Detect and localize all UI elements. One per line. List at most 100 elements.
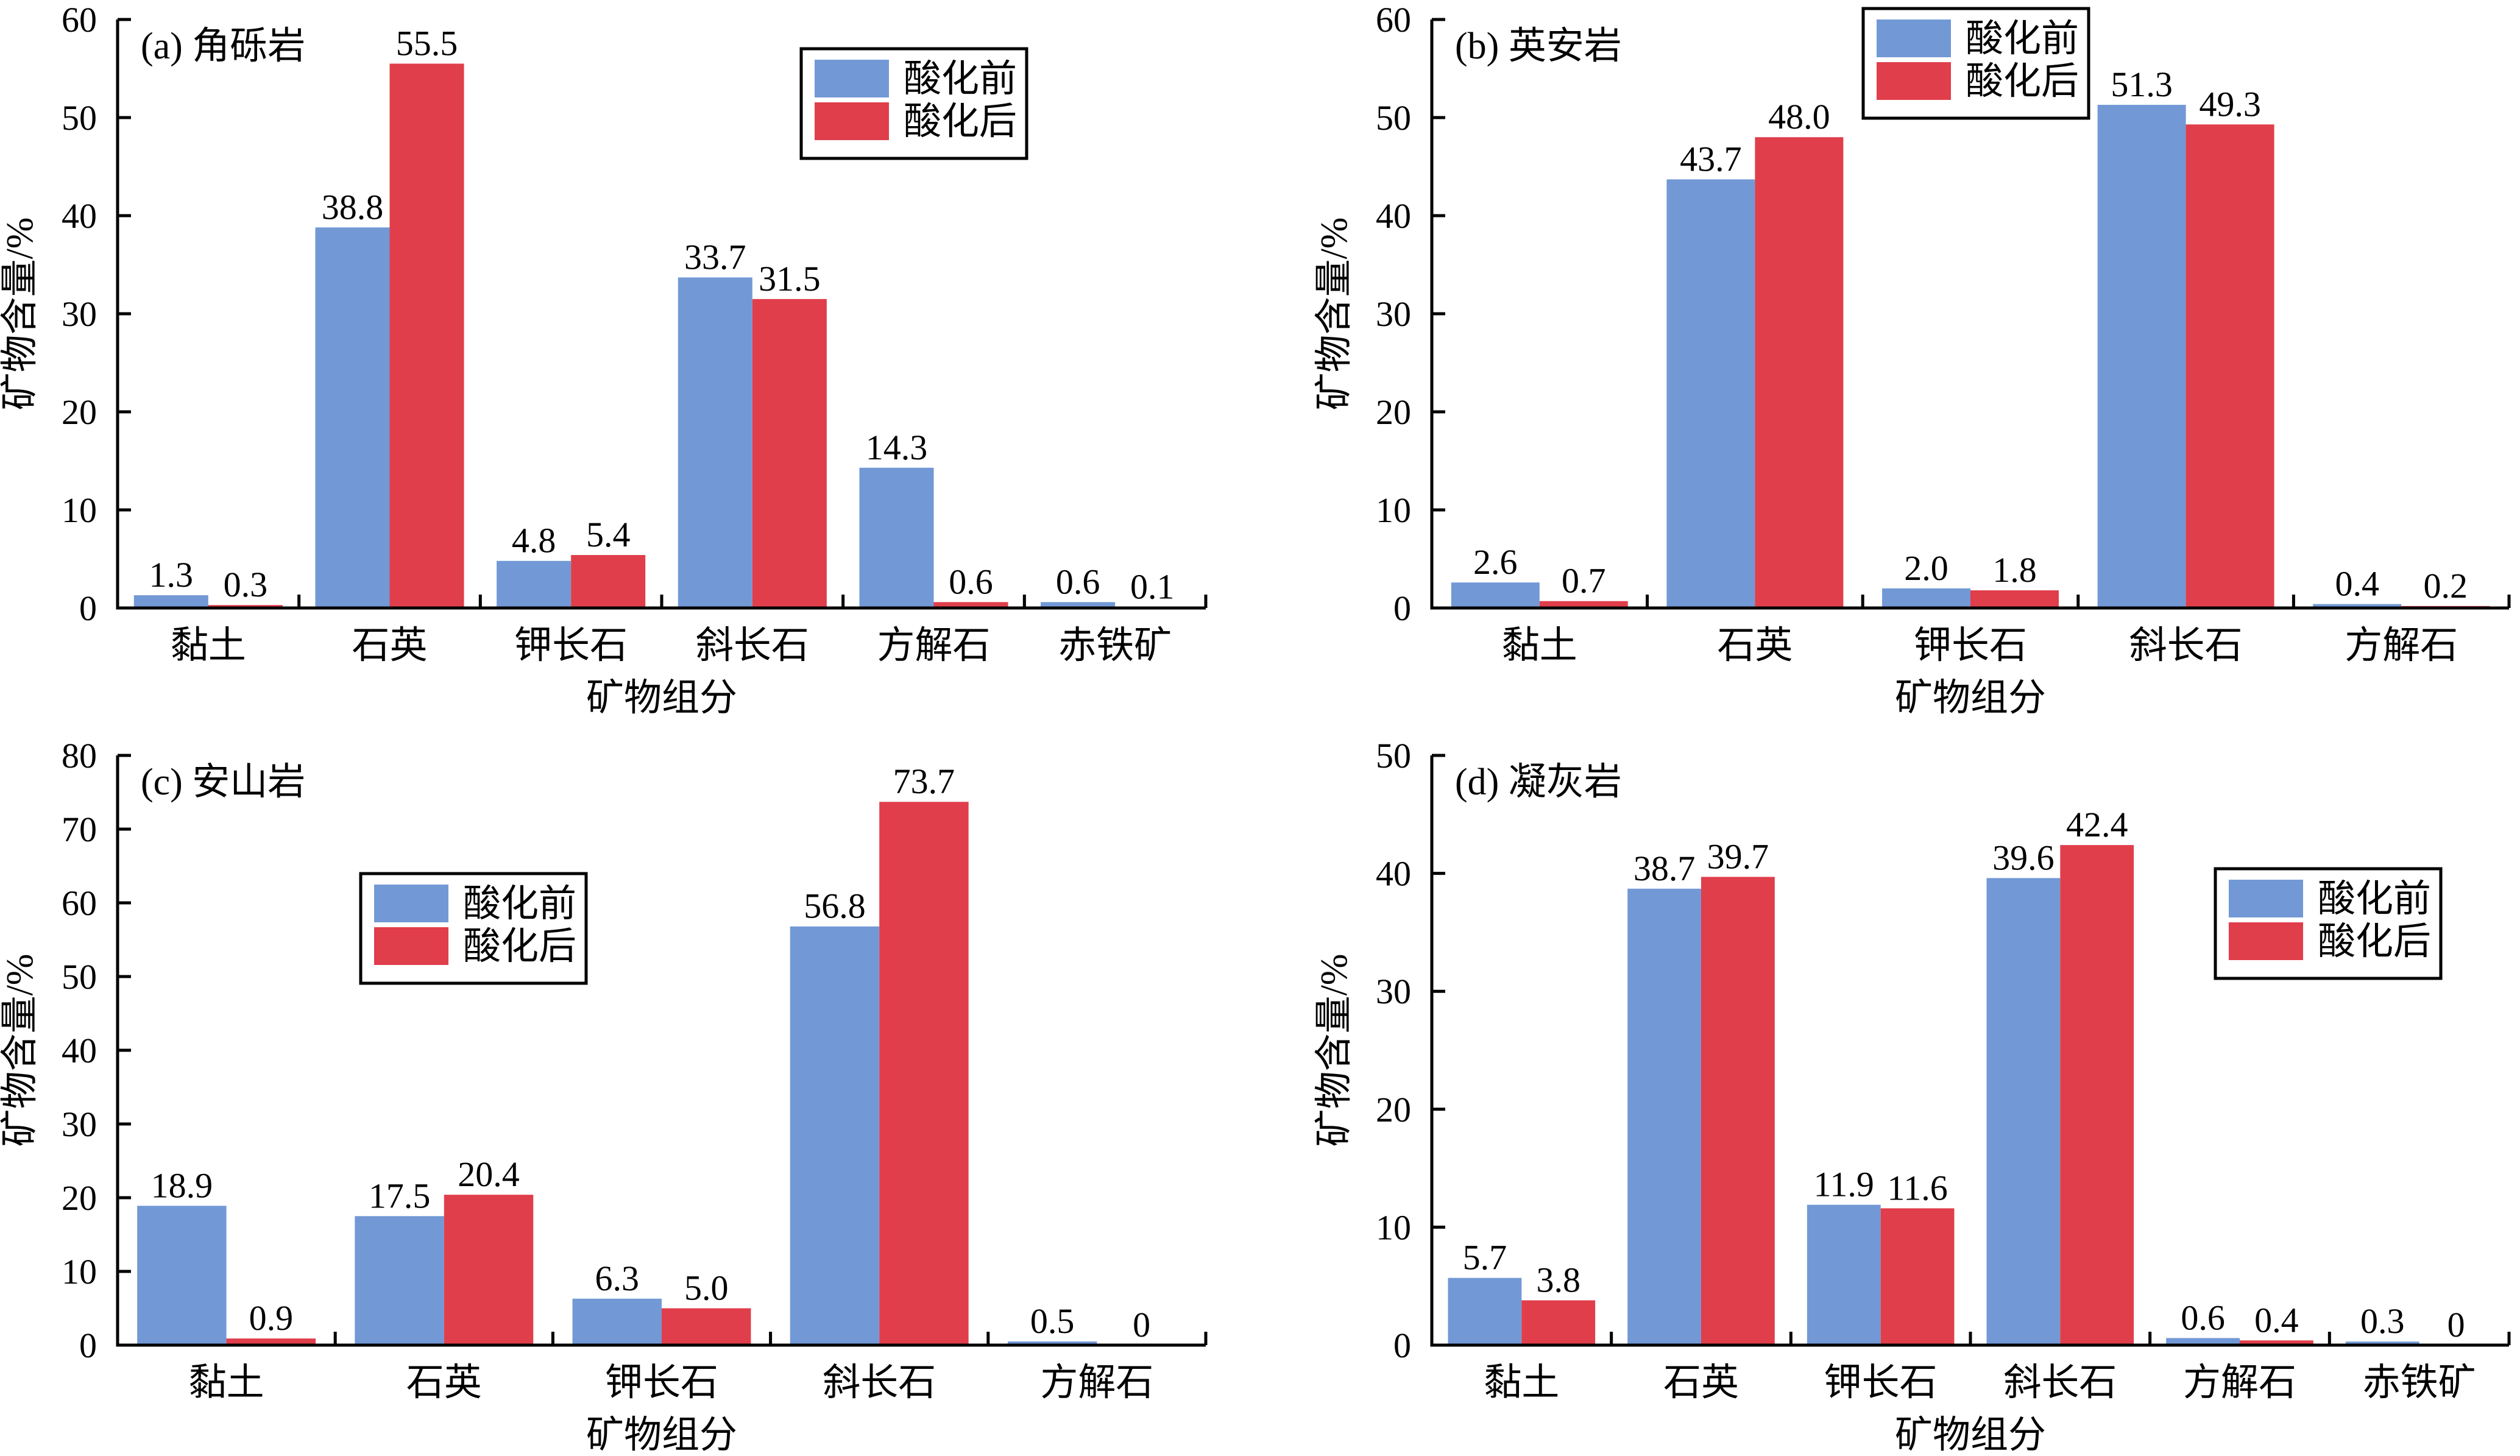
data-label: 38.7	[1633, 849, 1696, 888]
y-tick-label: 40	[62, 1031, 97, 1070]
bar-after	[879, 802, 969, 1345]
y-tick-label: 20	[62, 392, 97, 432]
chart-panel-a: 1.3 38.8 4.8 33.7 14.3 0.6 0.3 55.5 5.4 31.5 0.6 0.…	[0, 0, 1208, 719]
x-tick-label: 斜长石	[2129, 625, 2243, 666]
data-label: 4.8	[512, 521, 556, 560]
y-tick-label: 40	[62, 196, 97, 236]
data-label: 6.3	[595, 1259, 640, 1298]
data-label: 55.5	[396, 23, 458, 63]
panel-title: (a) 角砾岩	[141, 26, 305, 67]
data-label: 43.7	[1680, 139, 1742, 178]
bar-after	[571, 555, 646, 608]
chart-panel-c: 18.9 17.5 6.3 56.8 0.5 0.9 20.4 5.0 73.7 0 0 10 20 30…	[0, 736, 1208, 1456]
data-label: 2.0	[1904, 548, 1948, 588]
x-tick-label: 钾长石	[514, 625, 628, 666]
x-tick-label: 方解石	[877, 625, 990, 666]
y-axis-title: 矿物含量/%	[0, 954, 41, 1147]
y-tick-label: 50	[62, 957, 97, 997]
data-label: 0.5	[1030, 1301, 1075, 1341]
bar-before	[1986, 878, 2061, 1345]
bar-before	[790, 926, 880, 1345]
bar-before	[678, 277, 752, 608]
y-tick-label: 20	[1376, 392, 1411, 432]
x-tick-label: 石英	[1663, 1362, 1739, 1404]
data-label: 31.5	[759, 259, 821, 299]
y-tick-label: 10	[62, 1252, 97, 1292]
x-tick-label: 方解石	[1040, 1362, 1153, 1404]
legend-swatch-after	[374, 927, 448, 965]
data-label: 0.3	[224, 565, 268, 604]
data-label: 51.3	[2111, 65, 2173, 104]
y-tick-label: 30	[62, 1104, 97, 1144]
y-tick-label: 70	[62, 810, 97, 849]
bar-before	[1451, 582, 1540, 608]
legend-swatch-before	[374, 885, 448, 922]
y-tick-label: 20	[62, 1178, 97, 1218]
data-label: 38.8	[322, 187, 384, 227]
x-tick-label: 赤铁矿	[2363, 1362, 2476, 1404]
x-axis-title: 矿物组分	[1895, 1415, 2046, 1456]
data-label: 1.3	[149, 555, 194, 595]
data-label: 5.0	[684, 1268, 729, 1308]
y-tick-label: 50	[1376, 736, 1411, 776]
data-label: 17.5	[369, 1176, 431, 1215]
data-label: 0.2	[2423, 566, 2468, 606]
data-label: 11.6	[1887, 1168, 1947, 1207]
x-tick-label: 石英	[352, 625, 427, 666]
data-label: 0	[1133, 1305, 1150, 1345]
x-tick-label: 钾长石	[605, 1362, 718, 1404]
data-label: 11.9	[1814, 1165, 1874, 1204]
y-tick-label: 20	[1376, 1090, 1411, 1129]
chart-panel-b: 2.6 43.7 2.0 51.3 0.4 0.7 48.0 1.8 49.3 0.2 0 10 20 3…	[1314, 0, 2511, 719]
bar-after	[1539, 601, 1628, 608]
y-tick-label: 80	[62, 736, 97, 776]
x-tick-label: 钾长石	[1824, 1362, 1938, 1404]
panel-title: (d) 凝灰岩	[1455, 762, 1622, 803]
x-tick-label: 方解石	[2345, 625, 2458, 666]
x-axis-title: 矿物组分	[586, 1415, 737, 1456]
data-label: 0.6	[2181, 1298, 2225, 1337]
bar-before	[355, 1216, 444, 1345]
y-axis-title: 矿物含量/%	[1314, 954, 1355, 1147]
data-label: 0.1	[1130, 567, 1175, 606]
data-label: 20.4	[458, 1154, 520, 1194]
legend-label: 酸化前	[904, 58, 1017, 100]
bar-before	[859, 467, 934, 608]
y-tick-label: 30	[1376, 294, 1411, 334]
legend-swatch-after	[815, 102, 889, 140]
x-tick-label: 钾长石	[1914, 625, 2027, 666]
data-label: 0.4	[2254, 1300, 2299, 1340]
data-label: 48.0	[1768, 97, 1830, 136]
data-label: 33.7	[684, 237, 746, 277]
y-axis-title: 矿物含量/%	[1314, 217, 1355, 411]
bar-after	[662, 1308, 751, 1345]
legend-label: 酸化后	[2318, 921, 2431, 963]
bar-before	[2345, 1341, 2419, 1345]
legend-swatch-after	[1877, 62, 1951, 100]
bar-before	[315, 227, 390, 608]
y-tick-label: 60	[62, 883, 97, 923]
bar-after	[2186, 124, 2274, 608]
bar-after	[1755, 137, 1844, 608]
bar-before	[1627, 888, 1701, 1345]
y-tick-label: 60	[1376, 0, 1411, 40]
bar-after	[2060, 845, 2134, 1345]
data-label: 73.7	[893, 762, 955, 801]
bar-before	[2166, 1338, 2240, 1345]
data-label: 5.4	[586, 515, 631, 554]
data-label: 3.8	[1536, 1260, 1580, 1299]
x-tick-label: 石英	[1717, 625, 1793, 666]
y-tick-label: 0	[79, 588, 97, 628]
data-label: 0.4	[2335, 564, 2379, 604]
chart-panel-d: 5.7 38.7 11.9 39.6 0.6 0.3 3.8 39.7 11.6 42.4 0.4 0…	[1314, 736, 2511, 1456]
x-tick-label: 黏土	[1484, 1362, 1559, 1404]
y-tick-label: 0	[79, 1326, 97, 1365]
data-label: 0.7	[1562, 561, 1606, 601]
legend-label: 酸化前	[2318, 878, 2431, 920]
legend-swatch-after	[2229, 922, 2303, 960]
legend-label: 酸化后	[904, 101, 1017, 143]
